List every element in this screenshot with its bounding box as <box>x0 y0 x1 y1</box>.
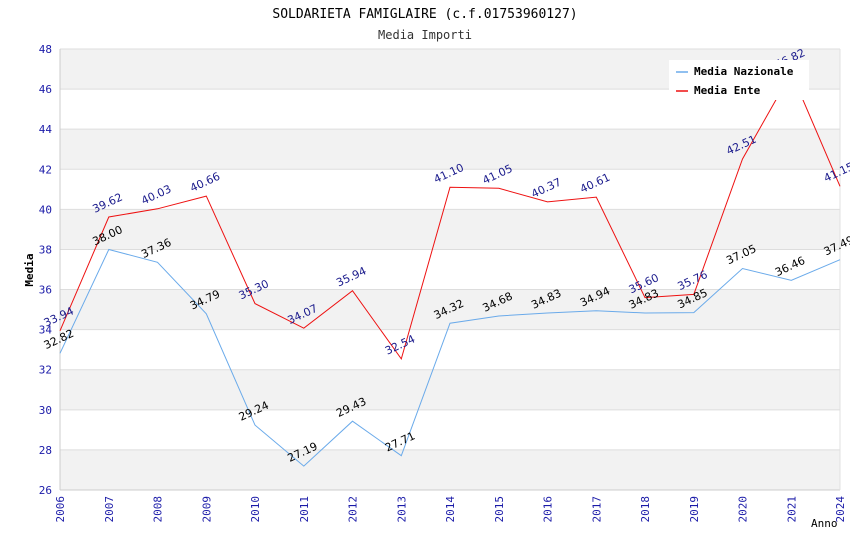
y-tick-labels: 26 28 30 32 34 36 38 40 42 44 46 48 <box>39 43 53 497</box>
x-tick-label: 2013 <box>395 496 408 523</box>
x-tick-label: 2024 <box>834 496 847 523</box>
x-tick-label: 2010 <box>249 496 262 523</box>
y-tick-label: 44 <box>39 123 53 136</box>
x-tick-label: 2007 <box>103 496 116 523</box>
x-tick-label: 2008 <box>152 496 165 523</box>
series-line-nazionale <box>59 248 841 467</box>
grid-band <box>60 449 840 490</box>
x-tick-label: 2015 <box>493 496 506 523</box>
legend-box <box>669 60 809 100</box>
x-tick-label: 2017 <box>590 496 603 523</box>
data-label-ente: 35.94 <box>334 264 368 289</box>
chart-subtitle: Media Importi <box>378 28 472 42</box>
data-label-ente: 40.66 <box>188 170 222 195</box>
x-tick-label: 2011 <box>298 496 311 523</box>
grid-band <box>60 209 840 250</box>
data-label-ente: 40.03 <box>139 182 173 207</box>
y-tick-label: 46 <box>39 83 52 96</box>
data-label-ente: 40.61 <box>578 171 612 196</box>
y-tick-label: 36 <box>39 284 52 297</box>
x-tick-label: 2012 <box>347 496 360 523</box>
y-tick-label: 42 <box>39 163 52 176</box>
legend-label-ente: Media Ente <box>694 84 761 97</box>
x-axis-label: Anno <box>811 517 838 530</box>
y-tick-label: 26 <box>39 484 52 497</box>
y-tick-label: 32 <box>39 364 52 377</box>
axes <box>59 49 841 491</box>
x-tick-label: 2019 <box>688 496 701 523</box>
legend-label-nazionale: Media Nazionale <box>694 65 794 78</box>
x-tick-label: 2009 <box>200 496 213 523</box>
legend: Media Nazionale Media Ente <box>669 60 809 100</box>
series-lines <box>59 71 841 467</box>
y-tick-label: 30 <box>39 404 52 417</box>
x-tick-label: 2014 <box>444 496 457 523</box>
x-tick-label: 2006 <box>54 496 67 523</box>
x-tick-label: 2018 <box>639 496 652 523</box>
y-tick-label: 48 <box>39 43 52 56</box>
grid-bands <box>60 49 840 490</box>
y-axis-label: Media <box>23 253 36 286</box>
x-tick-label: 2020 <box>737 496 750 523</box>
x-tick-label: 2016 <box>542 496 555 523</box>
y-tick-label: 34 <box>39 324 53 337</box>
data-label-ente: 32.54 <box>383 333 417 358</box>
x-tick-label: 2021 <box>785 496 798 523</box>
y-tick-label: 40 <box>39 203 52 216</box>
x-tick-labels: 2006 2007 2008 2009 2010 2011 2012 2013 2014 2015… <box>54 496 847 523</box>
grid-band <box>60 129 840 170</box>
data-label-ente: 40.37 <box>529 176 563 201</box>
chart-title: SOLDARIETA FAMIGLAIRE (c.f.01753960127) <box>272 7 577 22</box>
grid-lines <box>60 48 840 491</box>
y-tick-label: 28 <box>39 444 52 457</box>
y-tick-label: 38 <box>39 243 52 256</box>
grid-band <box>60 369 840 410</box>
series-line-ente <box>59 71 841 361</box>
